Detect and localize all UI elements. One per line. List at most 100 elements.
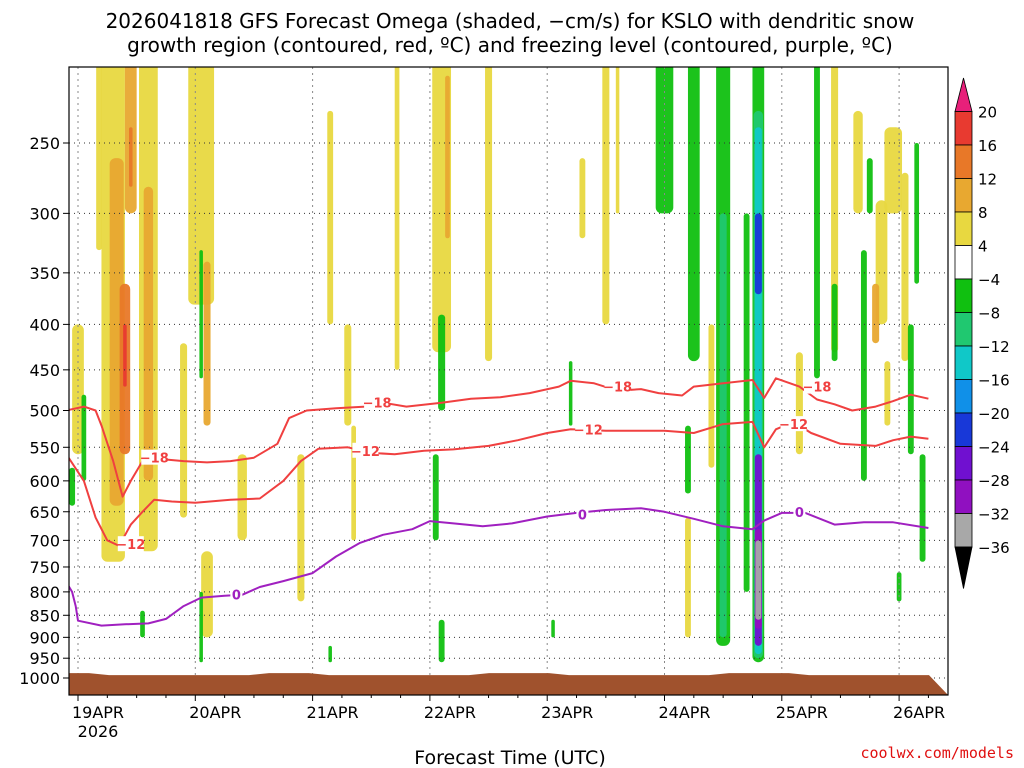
colorbar-segment-7 (954, 312, 973, 347)
omega-cell-21 (394, 67, 400, 370)
omega-cell-42 (199, 591, 203, 663)
contour-label-bg-3 (803, 378, 830, 394)
colorbar-label-7: −12 (978, 338, 1010, 356)
omega-cell-58 (754, 213, 762, 295)
x-axis-label: Forecast Time (UTC) (414, 747, 605, 768)
omega-cell-30 (795, 352, 803, 455)
x-tick-label-0: 19APR (72, 703, 124, 722)
y-tick-label-950: 950 (29, 649, 60, 668)
contour-labels: −18 −18 −18 −18 −12 −12 −12 −12 0 0 0 (116, 378, 831, 603)
colorbar-label-10: −24 (978, 439, 1010, 457)
omega-cell-23 (445, 75, 450, 239)
colorbar-label-2: 12 (978, 171, 997, 189)
credit-text: coolwx.com/models (860, 744, 1014, 762)
grid (69, 67, 948, 695)
omega-cell-45 (438, 314, 446, 411)
y-tick-label-600: 600 (29, 472, 60, 491)
omega-cell-62 (814, 67, 820, 379)
omega-cell-54 (743, 213, 750, 592)
colorbar-segment-14 (954, 546, 973, 589)
contour-label-6: −12 (574, 423, 603, 438)
colorbar-label-12: −32 (978, 506, 1010, 524)
terrain-fill (69, 673, 948, 695)
contour-label-bg-1 (364, 394, 391, 410)
colorbar-label-4: 4 (978, 238, 988, 256)
omega-cell-32 (853, 110, 863, 214)
omega-cell-44 (432, 454, 439, 541)
colorbar-segment-1 (954, 111, 973, 146)
contour-label-bg-5 (352, 442, 379, 458)
contour-label-4: −12 (116, 538, 145, 553)
contour-line-2 (69, 507, 929, 627)
x-tick-label-2: 21APR (307, 703, 359, 722)
omega-cell-68 (919, 454, 926, 562)
x-tick-label-7: 26APR (893, 703, 945, 722)
x-axis-year: 2026 (78, 722, 119, 741)
colorbar-segment-12 (954, 479, 973, 514)
omega-shading (69, 67, 926, 663)
x-axis: 19APR 20APR 21APR 22APR 23APR 24APR 25APR 26APR (72, 695, 945, 722)
omega-cell-12 (180, 343, 188, 518)
colorbar: 20 16 12 8 4 −4 −8 −12 −16 −20 −24 −28 −32 −36 (954, 77, 1010, 589)
contour-label-5: −12 (351, 445, 380, 460)
omega-cell-31 (831, 67, 839, 353)
colorbar-label-5: −4 (978, 271, 1000, 289)
colorbar-label-1: 16 (978, 137, 997, 155)
y-tick-label-750: 750 (29, 558, 60, 577)
terrain-surface (69, 673, 948, 695)
y-tick-label-300: 300 (29, 204, 60, 223)
colorbar-label-8: −16 (978, 372, 1010, 390)
colorbar-label-3: 8 (978, 204, 988, 222)
omega-cell-46 (438, 619, 445, 663)
y-tick-label-500: 500 (29, 402, 60, 421)
omega-cell-24 (485, 67, 493, 362)
omega-cell-36 (901, 172, 909, 362)
contour-label-bg-0 (141, 449, 168, 465)
colorbar-segment-4 (954, 211, 973, 246)
colorbar-segment-8 (954, 345, 973, 380)
y-tick-label-400: 400 (29, 315, 60, 334)
contour-label-bg-2 (604, 378, 631, 394)
omega-cell-50 (687, 67, 700, 362)
y-tick-label-700: 700 (29, 531, 60, 550)
omega-cell-3 (96, 67, 103, 251)
contour-label-0: −18 (140, 452, 169, 467)
colorbar-segment-11 (954, 446, 973, 481)
omega-cell-47 (551, 619, 555, 638)
y-tick-label-1000: 1000 (19, 669, 60, 688)
omega-cell-65 (866, 158, 873, 214)
plot-frame (68, 66, 949, 696)
colorbar-segment-0 (954, 77, 973, 112)
contour-label-10: 0 (795, 506, 804, 521)
omega-cell-48 (568, 361, 573, 426)
contour-line-0 (69, 377, 929, 498)
omega-cell-18 (327, 110, 334, 325)
contour-label-9: 0 (578, 509, 587, 524)
colorbar-label-13: −36 (978, 539, 1010, 557)
contour-label-7: −12 (779, 418, 808, 433)
x-tick-label-1: 20APR (189, 703, 241, 722)
x-tick-label-3: 22APR (424, 703, 476, 722)
omega-cell-17 (297, 454, 305, 602)
omega-cell-13 (188, 67, 215, 305)
colorbar-label-6: −8 (978, 305, 1000, 323)
colorbar-label-9: −20 (978, 405, 1010, 423)
y-tick-label-350: 350 (29, 264, 60, 283)
omega-cell-15 (201, 551, 213, 638)
omega-cell-53 (719, 213, 727, 638)
y-tick-label-650: 650 (29, 503, 60, 522)
contour-label-bg-6 (575, 421, 602, 437)
omega-cell-69 (896, 572, 902, 602)
x-tick-label-4: 23APR (541, 703, 593, 722)
contour-label-bg-4 (117, 536, 144, 552)
omega-cell-39 (69, 467, 76, 506)
contour-label-bg-9 (576, 506, 589, 522)
omega-cell-9 (129, 127, 133, 187)
omega-cell-35 (884, 127, 903, 214)
contour-label-2: −18 (603, 381, 632, 396)
contour-label-8: 0 (232, 588, 241, 603)
omega-cell-66 (914, 143, 920, 284)
y-tick-label-800: 800 (29, 583, 60, 602)
omega-cell-7 (123, 324, 127, 387)
colorbar-segment-9 (954, 379, 973, 414)
